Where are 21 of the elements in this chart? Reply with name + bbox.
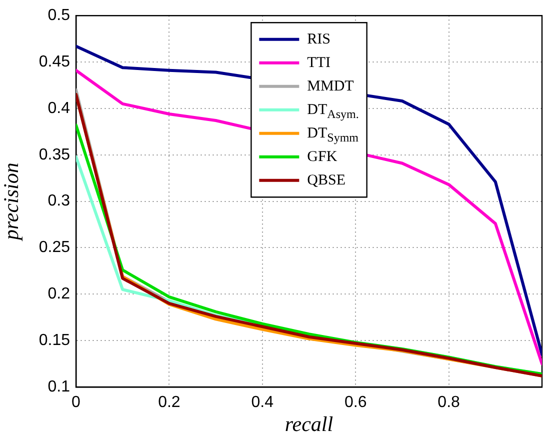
x-tick-label: 0.8 — [438, 394, 460, 412]
legend-label: TTI — [307, 54, 330, 71]
x-tick-label: 0 — [72, 394, 81, 412]
y-axis-title: precision — [0, 162, 24, 242]
y-tick-label: 0.2 — [48, 286, 70, 303]
y-tick-label: 0.45 — [38, 53, 70, 70]
y-tick-label: 0.3 — [48, 192, 70, 210]
legend-label: GFK — [307, 148, 338, 165]
legend-label: MMDT — [307, 78, 354, 94]
y-tick-label: 0.25 — [38, 239, 70, 256]
x-tick-label: 0.6 — [344, 394, 367, 412]
legend-label: QBSE — [307, 172, 346, 188]
y-tick-label: 0.5 — [48, 7, 70, 24]
y-tick-label: 0.15 — [38, 332, 70, 349]
x-tick-label: 0.2 — [158, 394, 180, 412]
y-tick-label: 0.1 — [48, 378, 70, 396]
y-tick-label: 0.4 — [48, 100, 70, 117]
y-tick-label: 0.35 — [38, 146, 70, 164]
x-tick-label: 0.4 — [251, 394, 274, 412]
x-axis-title: recall — [284, 412, 334, 436]
legend-label: RIS — [307, 31, 331, 48]
